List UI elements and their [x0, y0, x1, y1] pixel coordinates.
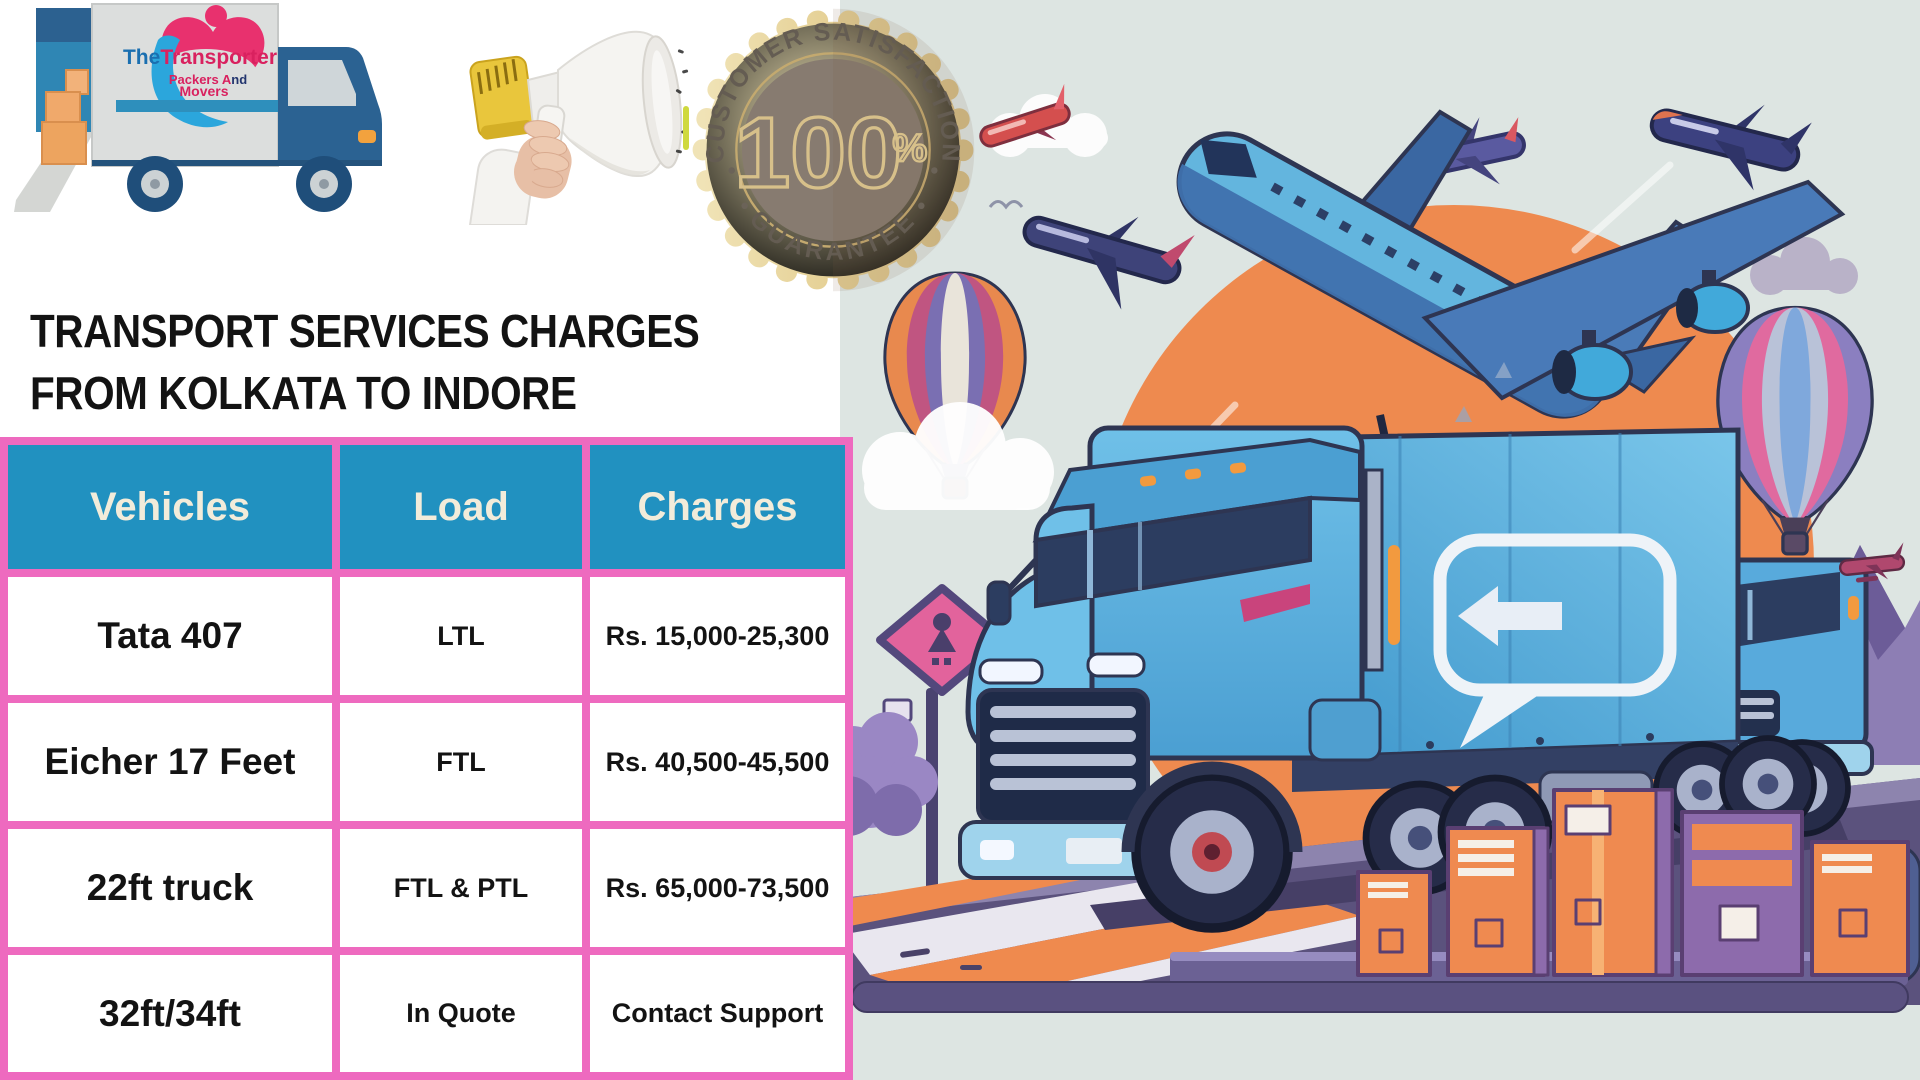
paper-boat-icon — [1455, 406, 1472, 422]
megaphone-icon — [468, 30, 689, 225]
logo-line3: Movers — [179, 83, 228, 99]
load-cell: FTL — [340, 703, 582, 821]
airplane-small-mid-icon — [1404, 117, 1526, 185]
badge-dots — [728, 167, 938, 210]
charges-table: Vehicles Load Charges Tata 407 LTL Rs. 1… — [0, 437, 853, 1080]
paper-boat-icon — [1495, 362, 1512, 378]
truck-wheel-icon — [296, 156, 352, 212]
cloud-gray — [1750, 237, 1858, 295]
cargo-box — [1356, 870, 1432, 977]
badge-fold-shade — [833, 8, 975, 292]
airplane-small-red-icon — [979, 83, 1071, 148]
truck-wheel-icon — [127, 156, 183, 212]
airplane-tiny-icon — [1838, 542, 1906, 583]
logo-line2: Packers And — [169, 72, 247, 87]
column-header-vehicles: Vehicles — [8, 445, 332, 569]
cargo-box — [1680, 810, 1804, 977]
load-cell: FTL & PTL — [340, 829, 582, 947]
company-logo: TheTransporter Packers And Movers — [14, 3, 382, 212]
column-header-charges: Charges — [590, 445, 845, 569]
cargo-box-small — [45, 91, 81, 125]
hot-air-balloon-right-icon — [1716, 305, 1874, 556]
page-title-line1: TRANSPORT SERVICES CHARGES — [30, 305, 700, 357]
page-title-line2: FROM KOLKATA TO INDORE — [30, 367, 577, 419]
airplane-engine-icon — [1552, 270, 1750, 401]
vehicle-cell: Tata 407 — [8, 577, 332, 695]
page-title: TRANSPORT SERVICES CHARGES FROM KOLKATA … — [30, 300, 700, 424]
cargo-box — [1810, 840, 1910, 977]
vehicle-cell: Eicher 17 Feet — [8, 703, 332, 821]
cargo-box-small — [41, 121, 87, 165]
truck-trailer — [1289, 427, 1814, 892]
charges-cell: Contact Support — [590, 955, 845, 1072]
cargo-box-small — [65, 69, 89, 95]
airplane-small-topright-icon — [1649, 104, 1812, 191]
column-header-load: Load — [340, 445, 582, 569]
transport-illustration — [840, 0, 1920, 1080]
load-cell: In Quote — [340, 955, 582, 1072]
hand — [514, 120, 572, 199]
charges-cell: Rs. 40,500-45,500 — [590, 703, 845, 821]
load-cell: LTL — [340, 577, 582, 695]
speech-bubble-logo — [1433, 533, 1677, 748]
airplane-large — [1176, 109, 1846, 535]
cloud-left — [862, 402, 1054, 510]
cargo-boxes — [1356, 788, 1910, 977]
badge-center-disc — [741, 58, 925, 242]
bird-icon — [988, 200, 1024, 210]
cargo-box — [1552, 788, 1674, 977]
logo-name: TheTransporter — [123, 46, 277, 69]
badge-100-text: 100 — [734, 97, 901, 209]
vehicle-cell: 22ft truck — [8, 829, 332, 947]
cargo-box — [1446, 826, 1550, 977]
guarantee-badge: CUSTOMER SATISFACTION GUARANTEE 100 % — [692, 8, 975, 292]
accent-bar — [683, 106, 689, 150]
charges-cell: Rs. 65,000-73,500 — [590, 829, 845, 947]
vehicle-cell: 32ft/34ft — [8, 955, 332, 1072]
charges-cell: Rs. 15,000-25,300 — [590, 577, 845, 695]
badge-percent-text: % — [892, 127, 927, 170]
truck-cab — [958, 425, 1400, 928]
